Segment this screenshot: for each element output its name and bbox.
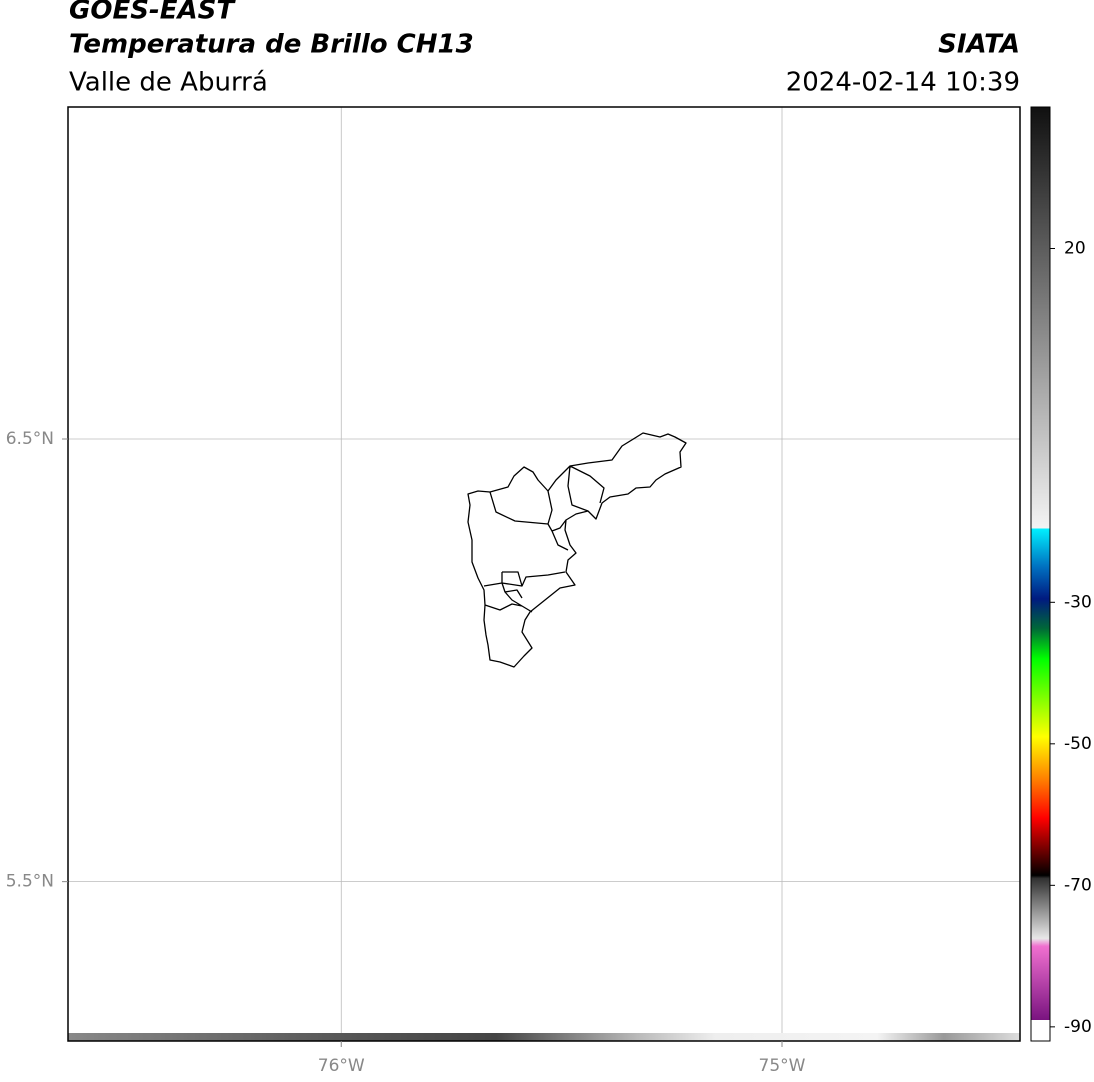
grid bbox=[68, 107, 1020, 1041]
colorbar: 20 -30 -50 -70 -90 bbox=[1030, 106, 1092, 1042]
colorbar-tick-label: -70 bbox=[1064, 875, 1092, 895]
colorbar-tick-label: -90 bbox=[1064, 1017, 1092, 1037]
colorbar-tick-label: -50 bbox=[1064, 734, 1092, 754]
inner-borders bbox=[483, 465, 605, 613]
colorbar-fill bbox=[1030, 106, 1051, 1042]
region-outline bbox=[467, 432, 687, 668]
x-tick-label: 75°W bbox=[759, 1056, 806, 1076]
y-tick-label: 5.5°N bbox=[6, 872, 54, 892]
region: Valle de Aburrá bbox=[69, 68, 268, 98]
y-tick-label: 6.5°N bbox=[6, 429, 54, 449]
source: SIATA bbox=[938, 30, 1020, 60]
x-tick-label: 76°W bbox=[318, 1056, 365, 1076]
municipality-outlines bbox=[467, 432, 687, 668]
datetime: 2024-02-14 10:39 bbox=[786, 68, 1020, 98]
colorbar-tick-label: -30 bbox=[1064, 592, 1092, 612]
map-frame bbox=[67, 106, 1021, 1042]
data-strip bbox=[68, 1033, 1020, 1041]
title: GOES-EAST bbox=[69, 0, 236, 26]
subtitle: Temperatura de Brillo CH13 bbox=[69, 30, 474, 60]
colorbar-tick-label: 20 bbox=[1064, 239, 1086, 259]
